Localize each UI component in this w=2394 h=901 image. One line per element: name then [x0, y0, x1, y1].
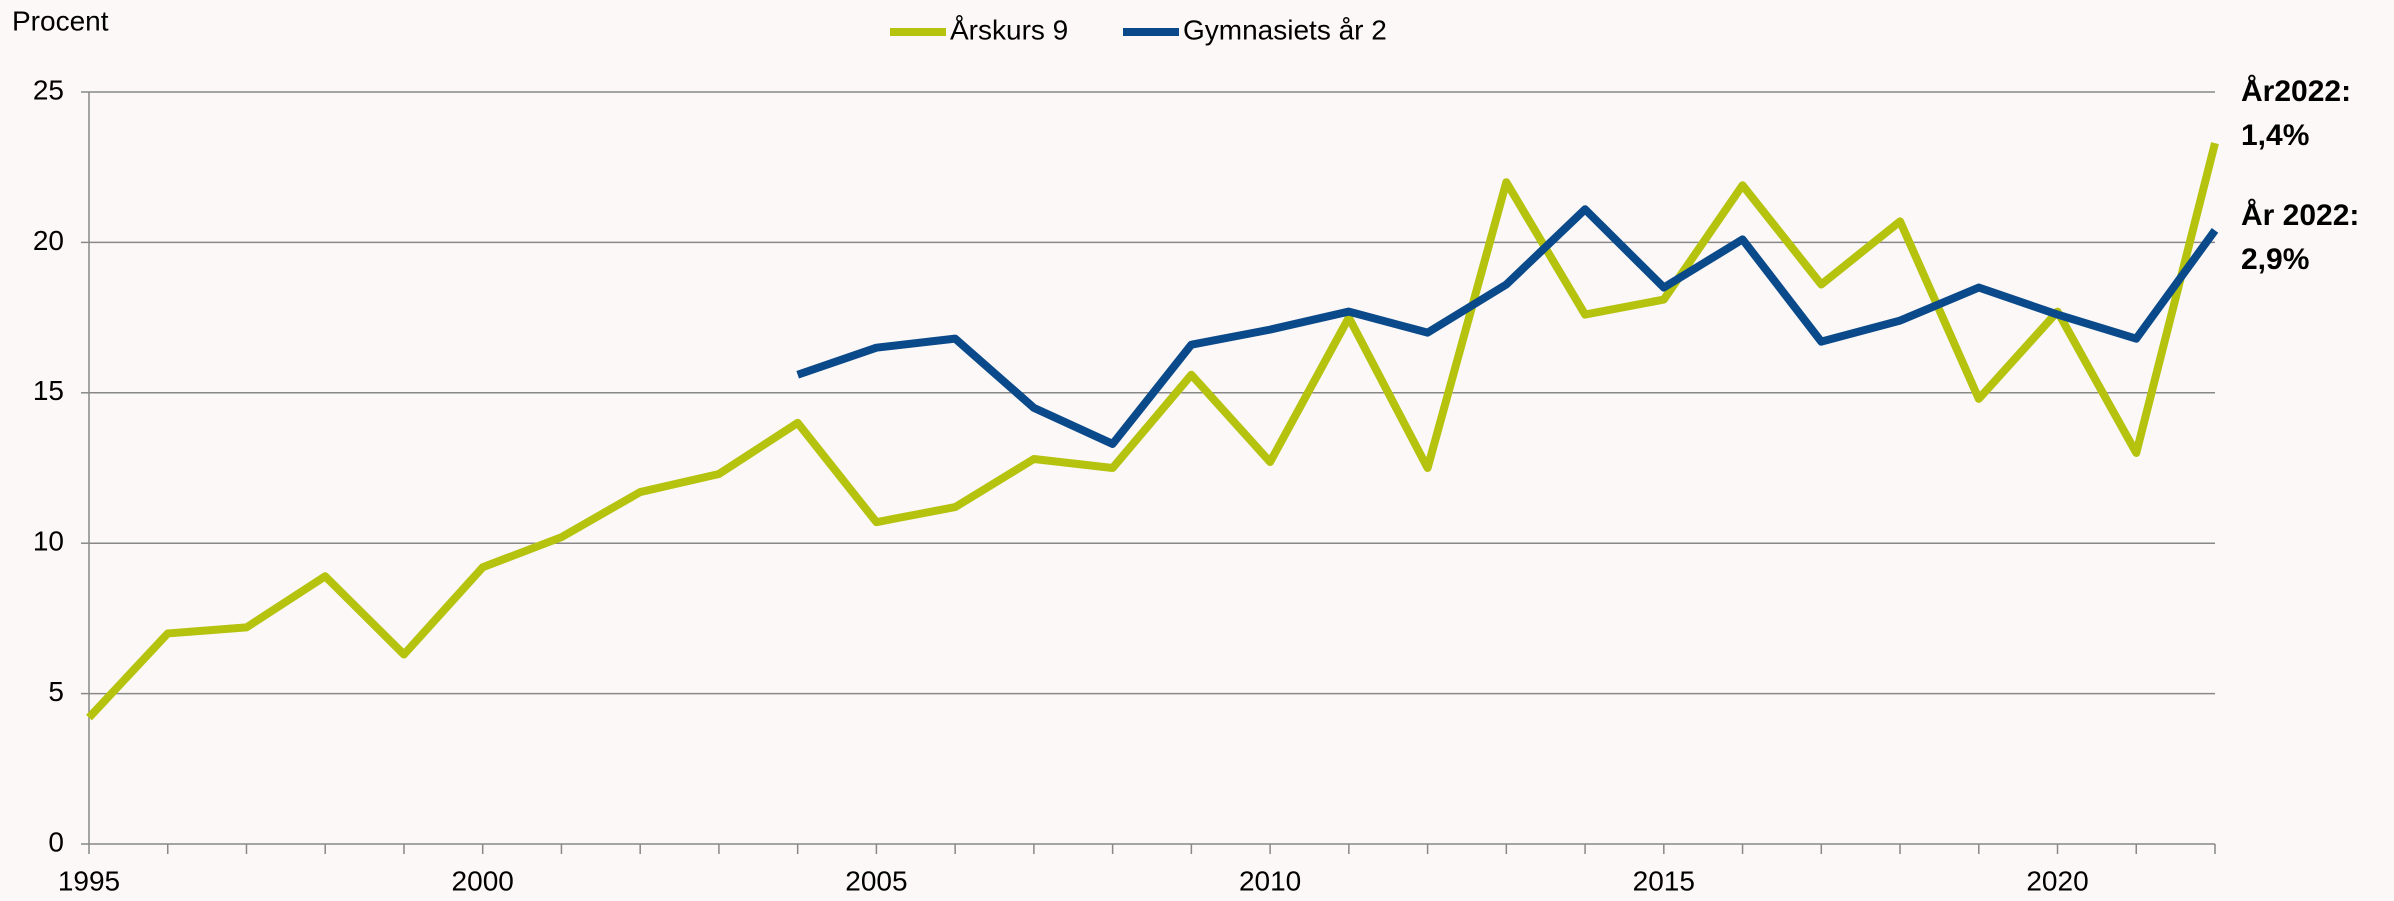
y-tick-label: 25: [33, 74, 64, 105]
x-tick-label: 2005: [845, 865, 907, 896]
y-tick-label: 5: [48, 676, 64, 707]
y-axis-label: Procent: [12, 5, 109, 36]
y-tick-label: 0: [48, 826, 64, 857]
y-tick-label: 15: [33, 375, 64, 406]
x-tick-label: 1995: [58, 865, 120, 896]
x-tick-label: 2000: [452, 865, 514, 896]
annotation: År2022:: [2241, 75, 2351, 108]
x-tick-label: 2015: [1633, 865, 1695, 896]
legend-label: Årskurs 9: [950, 14, 1068, 45]
legend-label: Gymnasiets år 2: [1183, 14, 1387, 45]
series-line: [86, 142, 2219, 721]
y-tick-label: 10: [33, 526, 64, 557]
annotation: År 2022:: [2241, 199, 2359, 232]
annotation: 2,9%: [2241, 243, 2309, 276]
x-tick-label: 2010: [1239, 865, 1301, 896]
y-tick-label: 20: [33, 225, 64, 256]
x-tick-label: 2020: [2026, 865, 2088, 896]
annotation: 1,4%: [2241, 119, 2309, 152]
series-line: [796, 205, 2219, 448]
